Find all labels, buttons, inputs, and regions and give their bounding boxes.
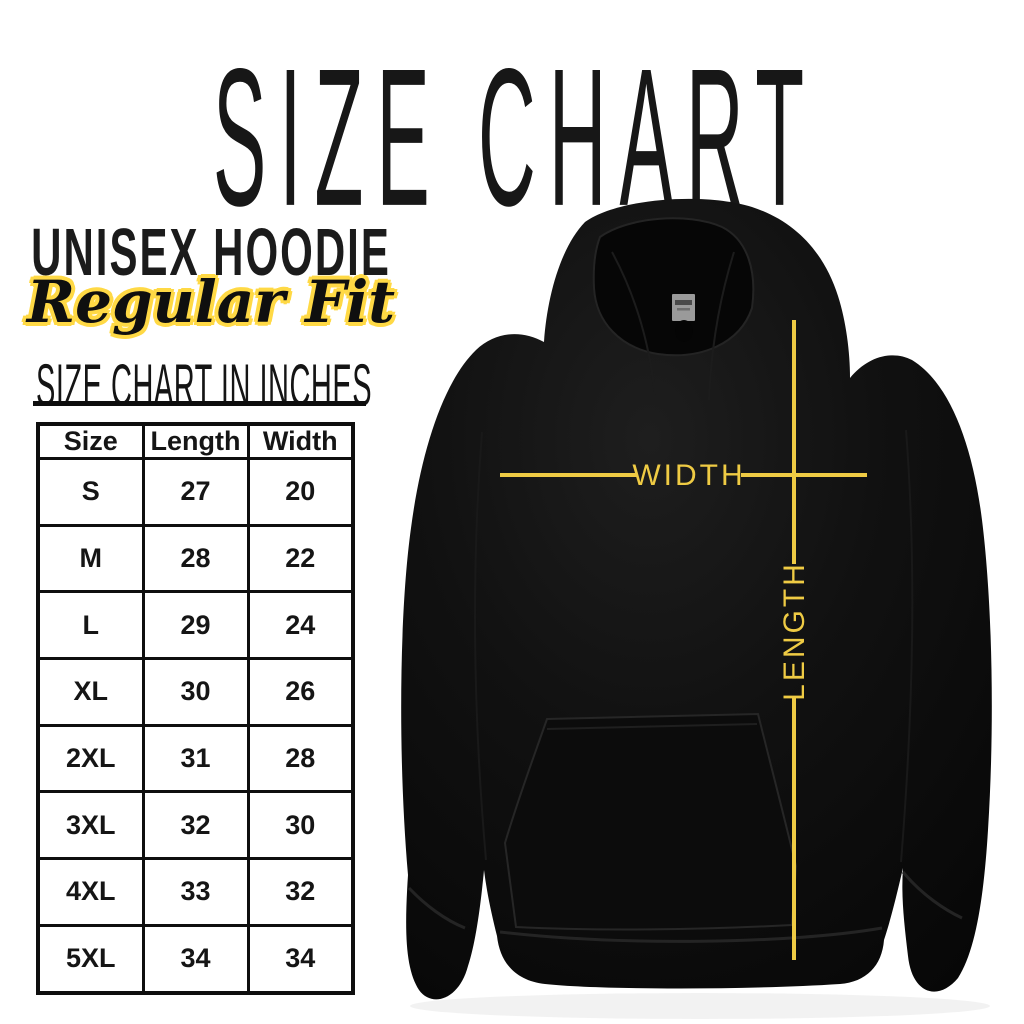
size-cell: M (36, 523, 145, 594)
hood-opening (592, 217, 755, 357)
product-fit: Regular Fit (26, 268, 396, 336)
size-cell: 5XL (36, 923, 145, 995)
table-row: M 28 22 (36, 523, 355, 594)
size-cell: 30 (141, 657, 250, 727)
table-row: 4XL 33 32 (36, 857, 355, 927)
table-row: L 29 24 (36, 590, 355, 661)
size-cell: 30 (246, 790, 355, 861)
size-cell: 32 (141, 790, 250, 861)
size-table-head: Size Length Width (36, 422, 355, 460)
table-row: 3XL 32 30 (36, 790, 355, 861)
size-cell: 28 (246, 723, 355, 794)
column-header: Width (246, 422, 355, 460)
size-cell: 4XL (36, 857, 145, 927)
table-row: 2XL 31 28 (36, 723, 355, 794)
header-row: Size Length Width (36, 422, 355, 460)
hoodie-photo (401, 198, 992, 1000)
size-cell: 28 (141, 523, 250, 594)
size-cell: S (36, 457, 145, 527)
size-cell: 2XL (36, 723, 145, 794)
size-cell: 20 (246, 457, 355, 527)
size-cell: 31 (141, 723, 250, 794)
column-header: Length (141, 422, 250, 460)
size-cell: 33 (141, 857, 250, 927)
size-table-body: S 27 20 M 28 22 L 29 24 XL 30 26 2XL 31 28 3XL 32 30 4XL 33… (36, 457, 355, 995)
size-cell: 3XL (36, 790, 145, 861)
width-label: WIDTH (632, 459, 745, 492)
right-cuff-seam (901, 871, 963, 920)
measurement-lines (500, 320, 867, 960)
column-header: Size (36, 422, 145, 460)
size-cell: 34 (246, 923, 355, 995)
size-cell: L (36, 590, 145, 661)
table-row: S 27 20 (36, 457, 355, 527)
size-cell: 32 (246, 857, 355, 927)
kangaroo-pocket (503, 712, 798, 931)
product-name: UNISEX HOODIE (31, 214, 391, 290)
size-cell: 22 (246, 523, 355, 594)
left-cuff-seam (407, 886, 466, 930)
table-row: XL 30 26 (36, 657, 355, 727)
size-cell: 24 (246, 590, 355, 661)
table-heading: SIZE CHART IN INCHES (36, 354, 373, 420)
size-cell: 29 (141, 590, 250, 661)
table-row: 5XL 34 34 (36, 923, 355, 995)
size-cell: XL (36, 657, 145, 727)
hem-seam (499, 926, 883, 943)
size-cell: 26 (246, 657, 355, 727)
size-cell: 34 (141, 923, 250, 995)
length-label: LENGTH (778, 561, 811, 701)
ground-shadow (410, 993, 990, 1019)
size-table: Size Length Width S 27 20 M 28 22 L 29 24 XL 30 26 2XL… (36, 422, 355, 995)
neck-tag (672, 294, 695, 342)
size-cell: 27 (141, 457, 250, 527)
heading-underline (33, 401, 366, 406)
